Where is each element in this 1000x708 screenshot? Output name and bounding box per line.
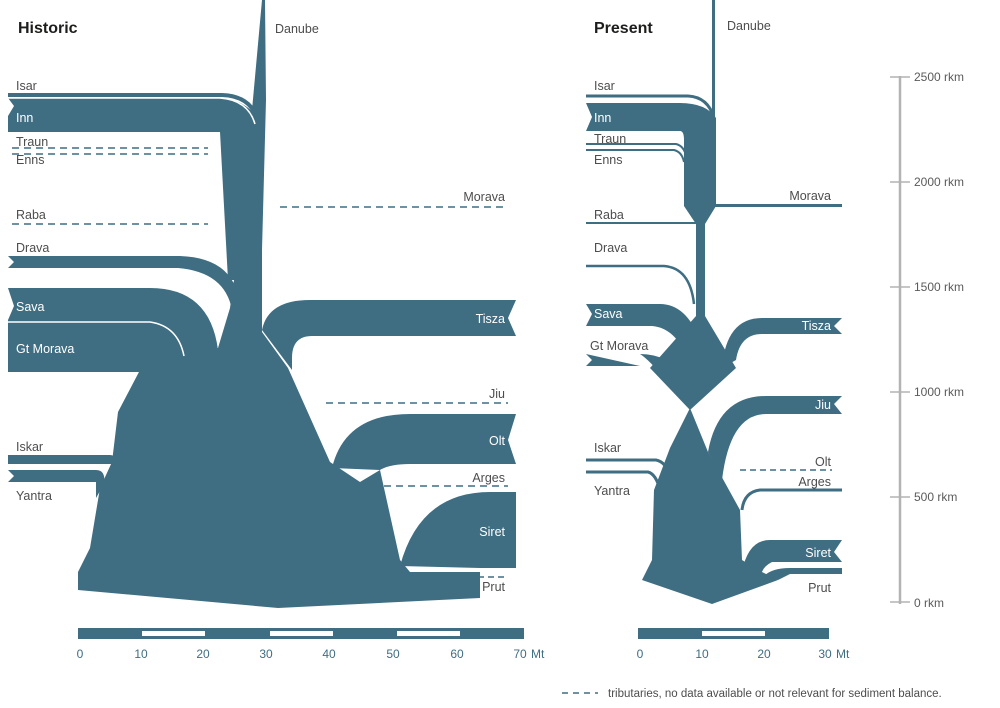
present-drava-label: Drava xyxy=(594,241,627,255)
historic-siret-flow xyxy=(400,492,516,568)
present-scale-ticks: 0 10 20 30 Mt xyxy=(637,647,850,661)
legend-text: tributaries, no data available or not re… xyxy=(608,688,942,700)
historic-traun-label: Traun xyxy=(16,135,48,149)
present-yantra-label: Yantra xyxy=(594,484,630,498)
historic-jiu-label: Jiu xyxy=(489,387,505,401)
rkm-label: 2000 rkm xyxy=(914,175,964,189)
present-tick-label: 20 xyxy=(757,647,771,661)
present-danube-label: Danube xyxy=(727,19,771,33)
present-gt-morava-label: Gt Morava xyxy=(590,339,648,353)
historic-sava-morava-separator xyxy=(8,321,185,357)
present-siret-flow xyxy=(742,540,842,572)
present-arges-flow xyxy=(740,488,842,511)
historic-tisza-label: Tisza xyxy=(476,312,505,326)
present-panel: Present xyxy=(586,0,850,661)
historic-yantra-label: Yantra xyxy=(16,489,52,503)
present-raba-flow xyxy=(586,222,698,224)
present-drava-flow xyxy=(586,264,696,305)
historic-olt-label: Olt xyxy=(489,434,506,448)
present-jiu-label: Jiu xyxy=(815,398,831,412)
present-yantra-flow xyxy=(586,470,662,491)
rkm-label: 2500 rkm xyxy=(914,70,964,84)
historic-tick-label: 50 xyxy=(386,647,400,661)
present-iskar-flow xyxy=(586,458,672,477)
historic-tick-label: 0 xyxy=(77,647,84,661)
historic-sava-flow xyxy=(8,288,218,372)
rkm-label: 0 rkm xyxy=(914,596,944,610)
present-arges-label: Arges xyxy=(798,475,831,489)
historic-enns-label: Enns xyxy=(16,153,45,167)
present-title: Present xyxy=(594,20,653,37)
historic-iskar-flow xyxy=(8,455,118,478)
historic-tick-label: 20 xyxy=(196,647,210,661)
present-tick-label: 30 xyxy=(818,647,832,661)
present-iskar-label: Iskar xyxy=(594,441,621,455)
present-morava-flow xyxy=(712,204,842,207)
present-scale-bar xyxy=(638,628,829,639)
present-scale-unit: Mt xyxy=(836,647,850,661)
historic-panel: Historic Danube Isar Inn Trau xyxy=(8,0,545,661)
historic-drava-label: Drava xyxy=(16,241,49,255)
historic-scale-ticks: 0 10 20 30 40 50 60 70 Mt xyxy=(77,647,545,661)
historic-arges-label: Arges xyxy=(472,471,505,485)
historic-title: Historic xyxy=(18,20,78,37)
present-traun-label: Traun xyxy=(594,132,626,146)
historic-prut-label: Prut xyxy=(482,580,505,594)
present-tisza-label: Tisza xyxy=(802,319,831,333)
present-danube-neck xyxy=(684,206,716,318)
historic-tick-label: 40 xyxy=(322,647,336,661)
historic-siret-label: Siret xyxy=(479,525,505,539)
present-enns-flow xyxy=(586,149,685,163)
present-tisza-flow xyxy=(722,318,842,368)
historic-yantra-flow xyxy=(8,470,105,498)
rkm-axis: 2500 rkm 2000 rkm 1500 rkm 1000 rkm 500 … xyxy=(890,70,964,610)
historic-tick-label: 30 xyxy=(259,647,273,661)
historic-isar-inn-separator xyxy=(8,97,256,125)
historic-gt-morava-label: Gt Morava xyxy=(16,342,74,356)
historic-scale-unit: Mt xyxy=(531,647,545,661)
historic-danube-main xyxy=(78,0,480,608)
present-tick-label: 0 xyxy=(637,647,644,661)
historic-morava-label: Morava xyxy=(463,190,505,204)
present-olt-label: Olt xyxy=(815,455,832,469)
present-sava-flow xyxy=(586,304,700,360)
present-tick-label: 10 xyxy=(695,647,709,661)
rkm-label: 500 rkm xyxy=(914,490,957,504)
historic-scale-bar xyxy=(78,628,524,639)
historic-tick-label: 70 xyxy=(513,647,527,661)
present-isar-label: Isar xyxy=(594,79,615,93)
present-isar-flow xyxy=(586,94,716,119)
historic-isar-flow xyxy=(8,93,260,123)
historic-tick-label: 10 xyxy=(134,647,148,661)
historic-iskar-label: Iskar xyxy=(16,440,43,454)
historic-drava-flow xyxy=(8,256,240,310)
historic-sava-label: Sava xyxy=(16,300,45,314)
rkm-label: 1500 rkm xyxy=(914,280,964,294)
historic-raba-label: Raba xyxy=(16,208,46,222)
present-morava-label: Morava xyxy=(789,189,831,203)
historic-inn-flow xyxy=(8,98,256,280)
present-jiu-flow xyxy=(708,396,842,480)
historic-isar-label: Isar xyxy=(16,79,37,93)
present-inn-flow xyxy=(586,103,716,206)
rkm-label: 1000 rkm xyxy=(914,385,964,399)
present-enns-label: Enns xyxy=(594,153,623,167)
present-danube-lower xyxy=(642,408,778,604)
present-traun-flow xyxy=(586,143,687,157)
present-raba-label: Raba xyxy=(594,208,624,222)
present-inn-label: Inn xyxy=(594,111,611,125)
historic-tisza-flow xyxy=(262,300,516,370)
legend: tributaries, no data available or not re… xyxy=(562,688,942,700)
present-prut-label: Prut xyxy=(808,581,831,595)
historic-tick-label: 60 xyxy=(450,647,464,661)
historic-inn-label: Inn xyxy=(16,111,33,125)
present-danube-middle xyxy=(650,316,736,410)
present-danube-top xyxy=(712,0,715,206)
historic-danube-label: Danube xyxy=(275,22,319,36)
present-sava-label: Sava xyxy=(594,307,623,321)
historic-olt-flow xyxy=(332,414,516,470)
present-prut-flow xyxy=(764,568,842,580)
present-siret-label: Siret xyxy=(805,546,831,560)
